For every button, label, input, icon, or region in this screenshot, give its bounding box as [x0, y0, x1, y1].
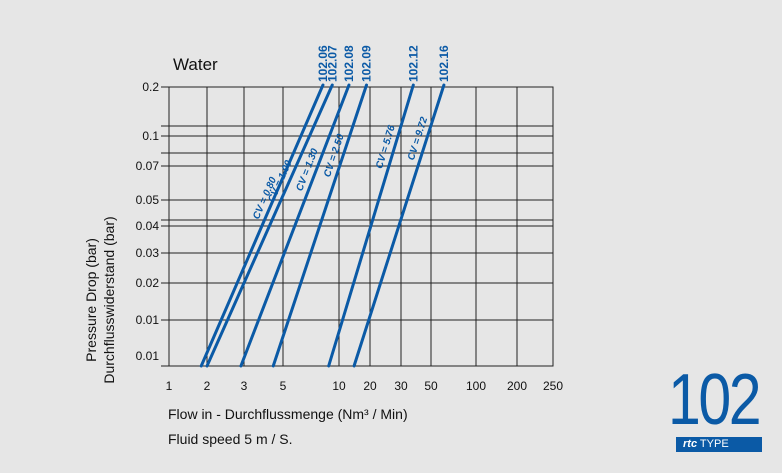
brand-bar: rtc TYPE [676, 437, 762, 452]
y-tick-label: 0.1 [142, 129, 159, 143]
y-tick-label: 0.02 [136, 276, 160, 290]
x-tick-label: 50 [424, 379, 438, 393]
x-tick-label: 30 [394, 379, 408, 393]
series-line [239, 83, 351, 368]
series-name-label: 102.12 [406, 45, 420, 82]
y-tick-label: 0.04 [136, 219, 160, 233]
x-tick-label: 250 [543, 379, 563, 393]
x-tick-label: 5 [280, 379, 287, 393]
chart-title: Water [173, 55, 218, 74]
y-tick-label: 0.05 [136, 193, 160, 207]
x-tick-label: 100 [466, 379, 486, 393]
x-tick-label: 20 [363, 379, 377, 393]
x-tick-label: 3 [241, 379, 248, 393]
y-tick-label: 0.2 [142, 80, 159, 94]
series-line [205, 83, 334, 368]
series-line [199, 83, 325, 368]
x-tick-label: 200 [507, 379, 527, 393]
series-name-label: 102.08 [342, 45, 356, 82]
x-axis-note: Fluid speed 5 m / S. [168, 431, 293, 447]
series-name-label: 102.06 [316, 45, 330, 82]
series-name-label: 102.09 [360, 45, 374, 82]
series-name-label: 102.07 [325, 45, 339, 82]
series-line [327, 83, 415, 368]
y-tick-label: 0.07 [136, 159, 160, 173]
x-tick-label: 10 [332, 379, 346, 393]
y-axis-label-de: Durchflusswiderstand (bar) [101, 216, 117, 383]
y-axis-label: Pressure Drop (bar) [83, 238, 99, 362]
y-tick-label: 0.01 [136, 313, 160, 327]
product-number-logo: 102 [668, 360, 762, 440]
x-axis-label: Flow in - Durchflussmenge (Nm³ / Min) [168, 406, 408, 422]
series-name-label: 102.16 [437, 45, 451, 82]
x-tick-label: 1 [166, 379, 173, 393]
brand-suffix: TYPE [699, 438, 729, 450]
x-tick-label: 2 [204, 379, 211, 393]
y-tick-label: 0.03 [136, 246, 160, 260]
brand-name: rtc [683, 438, 698, 450]
series-line [271, 83, 369, 368]
y-tick-label: 0.01 [136, 349, 160, 363]
series-line [352, 83, 446, 368]
